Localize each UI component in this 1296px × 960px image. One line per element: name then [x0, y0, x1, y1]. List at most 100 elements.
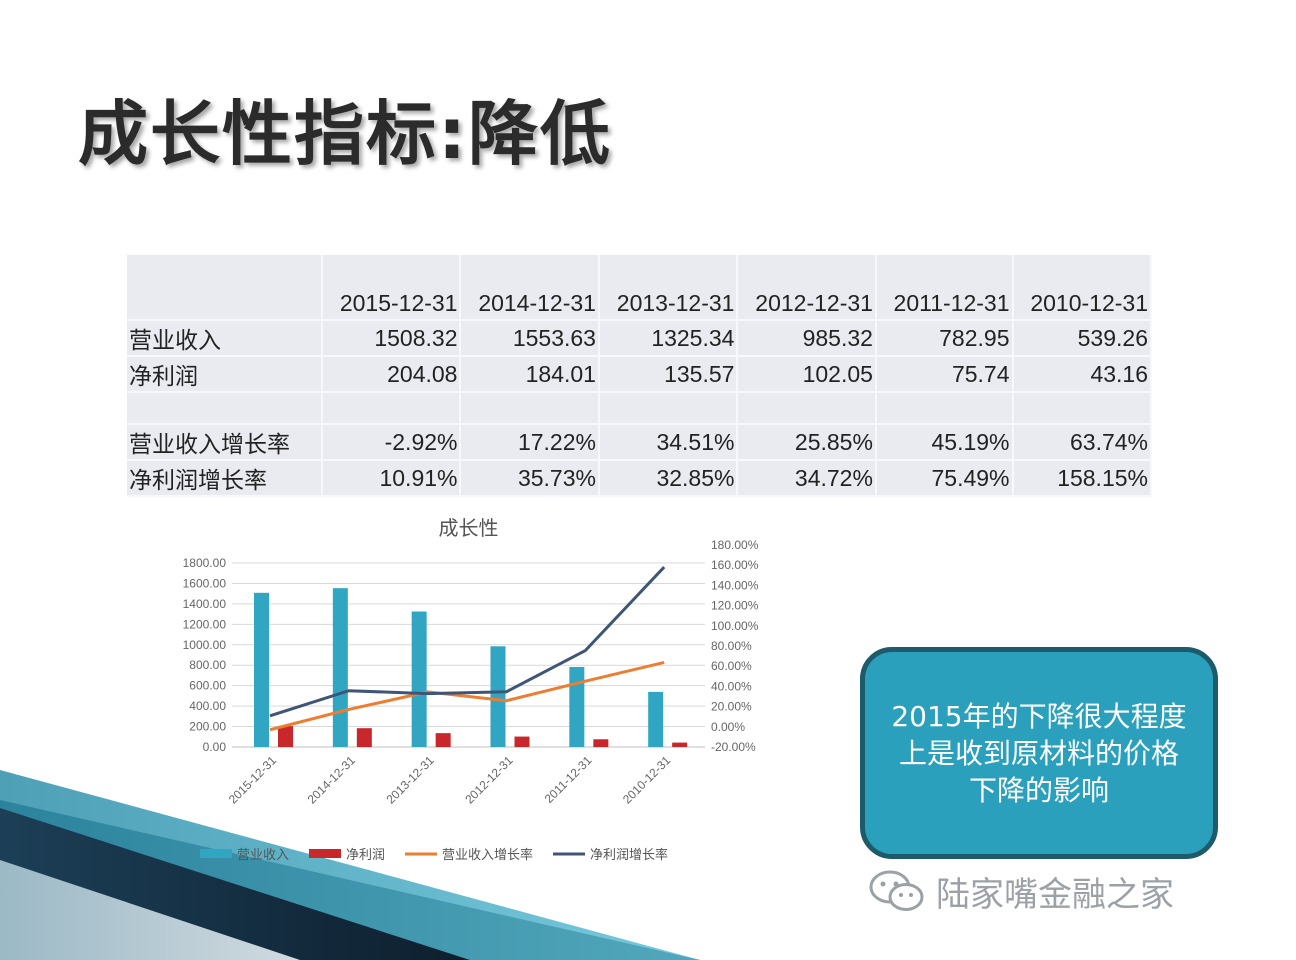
- bar-net-profit: [672, 742, 688, 747]
- table-spacer-row: [127, 392, 1152, 425]
- bar-net-profit: [435, 733, 451, 747]
- table-cell: 45.19%: [875, 424, 1014, 461]
- x-tick-label: 2013-12-31: [383, 753, 437, 807]
- growth-table: 2015-12-31 2014-12-31 2013-12-31 2012-12…: [127, 255, 1152, 497]
- light-swoosh: [0, 860, 300, 960]
- table-cell: 184.01: [460, 356, 600, 393]
- y-left-tick-label: 1400.00: [183, 597, 227, 611]
- table-row: 营业收入 1508.32 1553.63 1325.34 985.32 782.…: [127, 320, 1152, 357]
- table-cell: 25.85%: [737, 424, 877, 461]
- y-right-tick-label: 20.00%: [711, 700, 752, 714]
- table-cell: 32.85%: [598, 460, 739, 497]
- watermark: 陆家嘴金融之家: [868, 866, 1174, 916]
- x-tick-label: 2015-12-31: [226, 753, 280, 807]
- chart-title: 成长性: [439, 516, 499, 540]
- y-left-tick-label: 1200.00: [183, 617, 227, 631]
- table-cell: 1325.34: [598, 320, 739, 357]
- table-cell: 34.72%: [737, 460, 877, 497]
- table-cell: 782.95: [875, 320, 1014, 357]
- table-cell: 34.51%: [598, 424, 739, 461]
- table-cell: 75.49%: [875, 460, 1014, 497]
- bar-revenue: [411, 611, 427, 747]
- legend-label: 净利润: [346, 848, 385, 863]
- y-left-tick-label: 600.00: [189, 679, 226, 693]
- table-cell: 1553.63: [460, 320, 600, 357]
- line-profit-growth: [269, 566, 666, 718]
- teal-swoosh: [0, 770, 700, 960]
- bar-net-profit: [593, 739, 609, 747]
- table-cell: 539.26: [1012, 320, 1152, 357]
- bar-net-profit: [278, 726, 293, 747]
- table-cell: 63.74%: [1012, 424, 1152, 461]
- table-cell: 17.22%: [460, 424, 600, 461]
- table-header-cell: 2011-12-31: [875, 255, 1014, 321]
- growth-chart: 成长性 1800.00 1600.00 1400.00 1200.00 1000.00 80…: [183, 516, 759, 863]
- row-label: 营业收入增长率: [127, 424, 323, 461]
- x-tick-label: 2011-12-31: [542, 753, 595, 806]
- table-cell: 43.16: [1012, 356, 1152, 393]
- x-tick-label: 2014-12-31: [305, 753, 359, 807]
- row-label: 营业收入: [127, 320, 323, 357]
- y-right-tick-label: 120.00%: [711, 599, 759, 613]
- x-tick-label: 2010-12-31: [620, 753, 674, 807]
- y-right-tick-label: 0.00%: [711, 720, 745, 734]
- line-revenue-growth: [269, 660, 665, 732]
- table-cell: 135.57: [598, 356, 739, 393]
- bar-revenue: [648, 691, 664, 747]
- y-right-tick-label: 180.00%: [711, 538, 759, 552]
- y-left-tick-label: 1600.00: [183, 576, 227, 590]
- table-cell: 102.05: [737, 356, 877, 393]
- y-left-tick-label: 1800.00: [183, 556, 227, 570]
- table-header-cell: 2015-12-31: [322, 255, 462, 321]
- y-right-tick-label: 40.00%: [711, 679, 752, 693]
- watermark-text: 陆家嘴金融之家: [936, 874, 1174, 915]
- table-header-cell: 2013-12-31: [598, 255, 739, 321]
- y-left-tick-label: 0.00: [203, 740, 227, 754]
- y-right-tick-label: 60.00%: [711, 659, 752, 673]
- callout-text: 2015年的下降很大程度上是收到原材料的价格下降的影响: [891, 699, 1187, 807]
- wechat-icon: [869, 870, 924, 911]
- table-cell: 75.74: [875, 356, 1014, 393]
- table-header-row: 2015-12-31 2014-12-31 2013-12-31 2012-12…: [127, 255, 1152, 321]
- y-right-tick-label: 80.00%: [711, 639, 752, 653]
- y-right-tick-label: -20.00%: [711, 740, 756, 754]
- bar-revenue: [569, 666, 585, 747]
- table-row: 营业收入增长率 -2.92% 17.22% 34.51% 25.85% 45.1…: [127, 424, 1152, 461]
- legend-label: 营业收入: [237, 848, 289, 863]
- y-left-tick-label: 800.00: [189, 658, 226, 672]
- legend-label: 营业收入增长率: [442, 847, 533, 863]
- table-row: 净利润增长率 10.91% 35.73% 32.85% 34.72% 75.49…: [127, 460, 1152, 497]
- callout-box: 2015年的下降很大程度上是收到原材料的价格下降的影响: [860, 647, 1218, 859]
- slide-title: 成长性指标:降低: [78, 93, 612, 175]
- table-cell: 1508.32: [322, 320, 462, 357]
- y-left-tick-label: 1000.00: [183, 638, 227, 652]
- legend-swatch: [309, 849, 341, 858]
- row-label: 净利润: [127, 356, 323, 393]
- y-left-tick-label: 400.00: [189, 699, 226, 713]
- table-cell: 985.32: [737, 320, 877, 357]
- table-cell: 35.73%: [460, 460, 600, 497]
- x-tick-label: 2012-12-31: [462, 753, 516, 807]
- legend-label: 净利润增长率: [590, 847, 668, 863]
- table-cell: 204.08: [322, 356, 462, 393]
- y-left-tick-label: 200.00: [189, 720, 226, 734]
- y-right-tick-label: 100.00%: [711, 619, 759, 633]
- row-label: 净利润增长率: [127, 460, 323, 497]
- legend-swatch: [200, 849, 232, 858]
- bar-revenue: [332, 588, 348, 747]
- table-header-cell: 2014-12-31: [460, 255, 600, 321]
- table-cell: -2.92%: [322, 424, 462, 461]
- y-right-tick-label: 140.00%: [711, 578, 759, 592]
- table-cell: 158.15%: [1012, 460, 1152, 497]
- table-row: 净利润 204.08 184.01 135.57 102.05 75.74 43…: [127, 356, 1152, 393]
- table-cell: 10.91%: [322, 460, 462, 497]
- y-right-tick-label: 160.00%: [711, 558, 759, 572]
- bar-net-profit: [356, 728, 372, 747]
- bar-revenue: [254, 592, 269, 747]
- table-header-cell: 2012-12-31: [737, 255, 877, 321]
- bar-revenue: [490, 646, 506, 747]
- table-header-cell: 2010-12-31: [1012, 255, 1152, 321]
- bar-net-profit: [514, 736, 530, 747]
- table-corner-cell: [127, 255, 323, 321]
